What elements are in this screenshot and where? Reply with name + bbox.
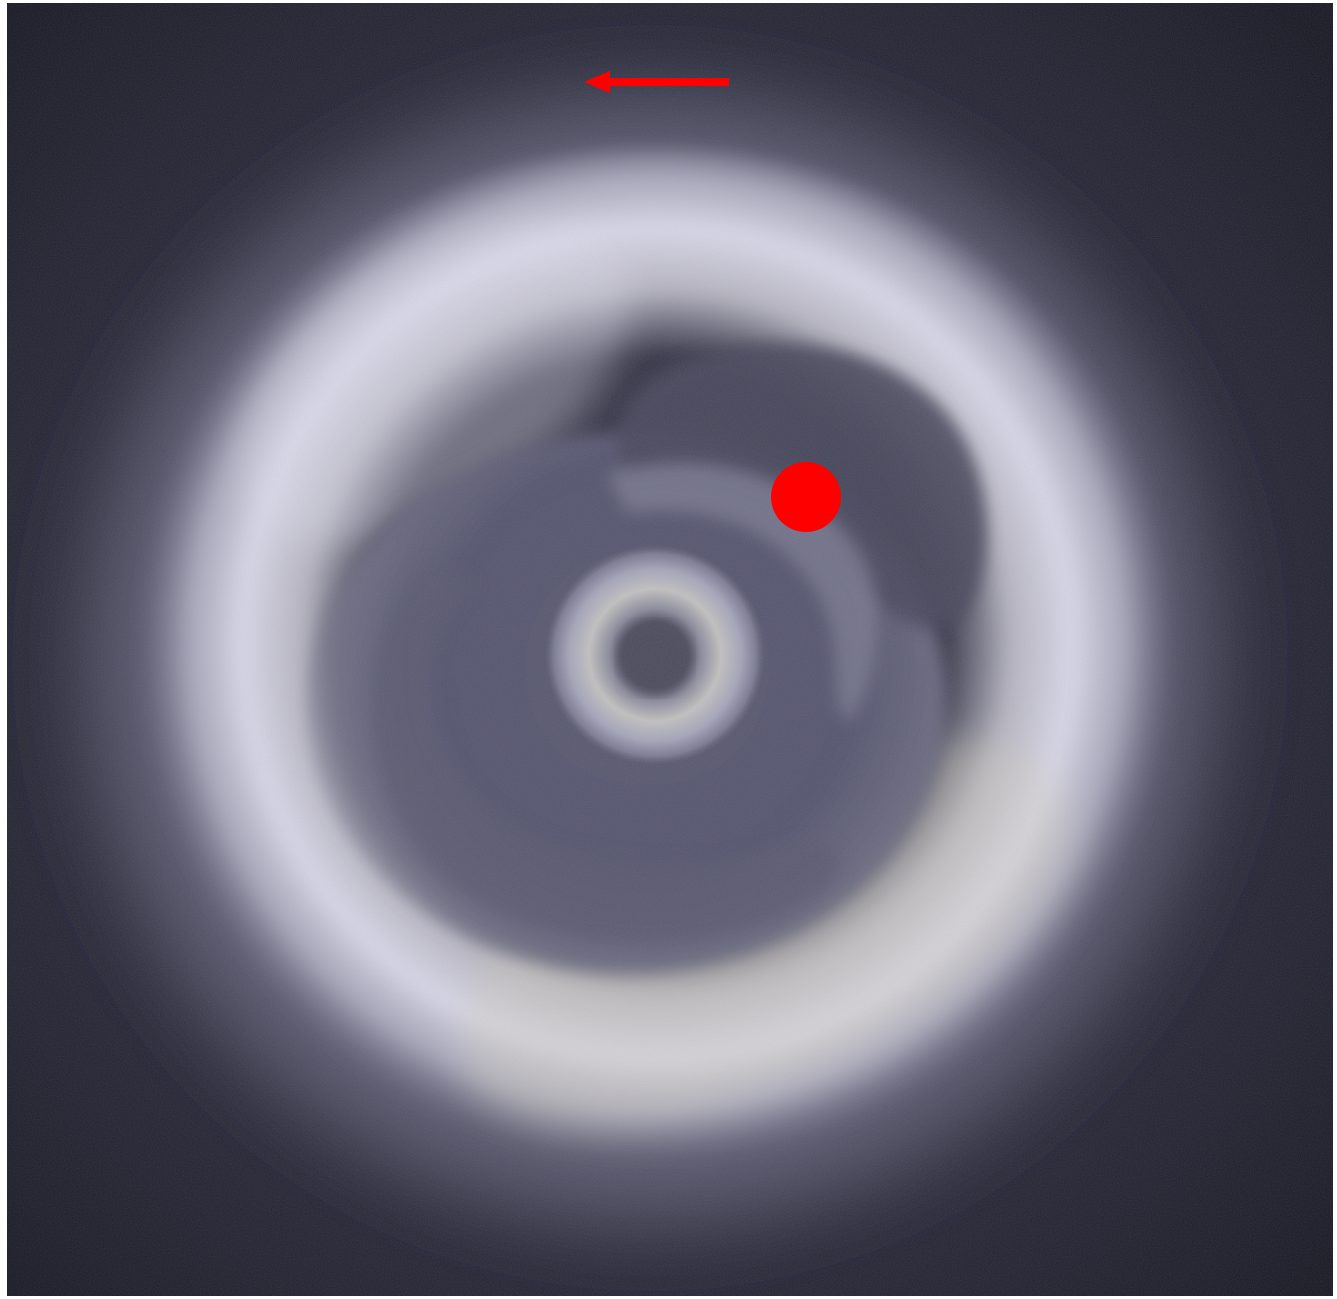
direction-arrow-icon — [584, 71, 729, 93]
disk-image-panel — [7, 3, 1333, 1296]
disk-image — [7, 3, 1333, 1296]
planet-marker — [771, 462, 841, 532]
noise-grain — [7, 3, 1333, 1296]
